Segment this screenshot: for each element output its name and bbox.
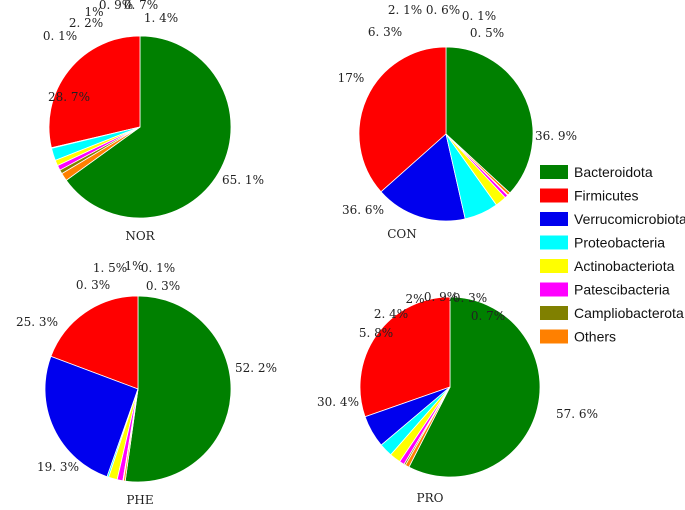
slice-firmicutes — [359, 296, 451, 418]
slice-others — [445, 133, 511, 196]
data-label-firmicutes: 19. 3% — [37, 460, 79, 474]
legend-swatch-campliobacterota — [540, 306, 568, 320]
data-label-bacteroidota: 65. 1% — [222, 173, 264, 187]
slice-others — [404, 386, 451, 468]
data-label-firmicutes: 36. 6% — [342, 203, 384, 217]
slice-bacteroidota — [65, 35, 232, 219]
data-label-verrucomicrobiota: 25. 3% — [16, 315, 58, 329]
legend-entry-firmicutes: Firmicutes — [574, 188, 639, 204]
slice-bacteroidota — [445, 46, 534, 194]
slice-firmicutes — [50, 295, 139, 390]
data-label-others: 1. 4% — [144, 11, 178, 25]
legend-entry-proteobacteria: Proteobacteria — [574, 235, 665, 251]
slice-others — [122, 388, 139, 482]
data-label-campliobacterota: 0. 3% — [453, 291, 487, 305]
legend-swatch-actinobacteriota — [540, 259, 568, 273]
data-label-others: 0. 7% — [471, 309, 505, 323]
data-label-campliobacterota: 0. 1% — [462, 9, 496, 23]
data-label-others: 0. 5% — [470, 26, 504, 40]
data-label-actinobacteriota: 1% — [84, 5, 103, 19]
data-label-patescibacteria: 0. 9% — [99, 0, 133, 12]
legend-swatch-bacteroidota — [540, 165, 568, 179]
legend-entry-verrucomicrobiota: Verrucomicrobiota — [574, 211, 685, 227]
data-label-bacteroidota: 36. 9% — [535, 129, 577, 143]
legend-swatch-others — [540, 329, 568, 344]
legend-entry-campliobacterota: Campliobacterota — [574, 305, 684, 321]
legend-swatch-verrucomicrobiota — [540, 212, 568, 226]
data-label-proteobacteria: 6. 3% — [368, 25, 402, 39]
slice-verrucomicrobiota — [44, 355, 139, 478]
slice-verrucomicrobiota — [380, 133, 466, 222]
pie-title: PRO — [417, 491, 444, 505]
data-label-patescibacteria: 1% — [124, 259, 143, 273]
legend-entry-others: Others — [574, 329, 616, 345]
pie-title: CON — [387, 227, 417, 241]
data-label-campliobacterota: 0. 7% — [124, 0, 158, 12]
data-label-verrucomicrobiota: 17% — [338, 71, 365, 85]
pie-title: NOR — [125, 229, 155, 243]
legend-swatch-proteobacteria — [540, 235, 568, 250]
legend-entry-actinobacteriota: Actinobacteriota — [574, 258, 675, 274]
slice-firmicutes — [48, 35, 141, 149]
slice-bacteroidota — [124, 295, 232, 483]
legend-entry-bacteroidota: Bacteroidota — [574, 164, 653, 180]
data-label-proteobacteria: 2. 4% — [374, 307, 408, 321]
pie-title: PHE — [126, 493, 153, 507]
data-label-proteobacteria: 2. 2% — [69, 16, 103, 30]
data-label-actinobacteriota: 2% — [405, 292, 424, 306]
data-label-firmicutes: 28. 7% — [48, 90, 90, 104]
pie-nor: 65. 1% 28. 7% 0. 1%2. 2%1%0. 9%0. 7%1. 4% N… — [43, 0, 264, 243]
data-label-bacteroidota: 57. 6% — [556, 407, 598, 421]
data-label-patescibacteria: 0. 9% — [424, 290, 458, 304]
data-label-firmicutes: 30. 4% — [317, 395, 359, 409]
data-label-actinobacteriota: 2. 1% — [388, 3, 422, 17]
data-label-actinobacteriota: 1. 5% — [93, 261, 127, 275]
data-label-proteobacteria: 0. 3% — [76, 278, 110, 292]
data-label-patescibacteria: 0. 6% — [426, 3, 460, 17]
pie-phe: 52. 2% 19. 3% 25. 3% 0. 3% 1. 5%1%0. 1% 0. 3%… — [16, 259, 277, 507]
data-label-bacteroidota: 52. 2% — [235, 361, 277, 375]
legend-swatch-patescibacteria — [540, 282, 568, 297]
pie-con: 36. 9% 36. 6% 17% 6. 3% 2. 1% 0. 6% 0. 1% 0. 5%… — [338, 3, 577, 241]
data-label-others: 0. 3% — [146, 279, 180, 293]
legend-swatch-firmicutes — [540, 188, 568, 203]
legend: Bacteroidota Firmicutes Verrucomicrobiota P… — [538, 160, 685, 353]
legend-entry-patescibacteria: Patescibacteria — [574, 282, 670, 298]
data-label-verrucomicrobiota: 5. 8% — [359, 326, 393, 340]
pie-pro: 57. 6% 30. 4% 5. 8% 2. 4%2% 0. 9%0. 3% 0. 7% P… — [317, 290, 598, 505]
data-label-campliobacterota: 0. 1% — [141, 261, 175, 275]
slice-firmicutes — [358, 46, 447, 193]
slice-others — [61, 126, 141, 181]
slice-bacteroidota — [408, 296, 541, 478]
data-label-verrucomicrobiota: 0. 1% — [43, 29, 77, 43]
